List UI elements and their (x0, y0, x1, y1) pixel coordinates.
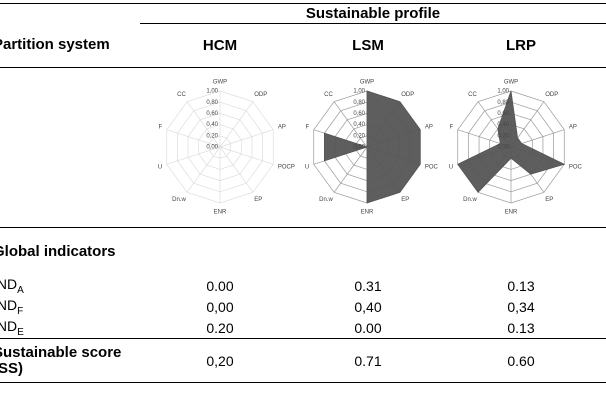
spoke (166, 129, 221, 148)
row-label: INDE (0, 317, 140, 339)
cell: 0,40 (354, 299, 382, 315)
tick-label: 0,20 (353, 133, 365, 139)
axis-label: POC (569, 165, 583, 171)
axis-label: GWP (504, 80, 518, 86)
tick-label: 1,00 (497, 89, 509, 95)
cell: 0,20 (140, 338, 300, 383)
spoke (186, 146, 221, 193)
axis-label: GWP (213, 80, 227, 86)
tick-label: 0,80 (353, 100, 365, 106)
tick-label: 0,40 (353, 122, 365, 128)
spoke (333, 101, 368, 148)
axis-label: ODP (254, 92, 267, 98)
row-label: INDF (0, 297, 140, 318)
axis-label: ENR (361, 210, 374, 216)
tick-label: 0,60 (497, 111, 509, 117)
tick-label: 0,40 (206, 122, 218, 128)
total-label: Sustainable score (SS) (0, 338, 140, 383)
axis-label: F (159, 124, 163, 130)
axis-label: ODP (401, 92, 414, 98)
axis-label: ODP (545, 92, 558, 98)
axis-label: AP (569, 124, 577, 130)
axis-label: F (450, 124, 454, 130)
section-label: Global indicators (0, 242, 116, 260)
axis-label: F (306, 124, 310, 130)
spoke (219, 129, 274, 148)
cell: 0.20 (140, 317, 300, 339)
tick-label: 0,80 (206, 100, 218, 106)
axis-label: CC (177, 92, 186, 98)
row-label-sub: F (17, 305, 24, 317)
tick-label: 0,00 (353, 145, 365, 151)
radar-chart: 0,00 0,20 0,40 0,60 0,80 1,00 GWP ODP AP POC EP ENR… (449, 80, 583, 216)
cell: 0.00 (206, 278, 234, 294)
axis-label: Dn.w (319, 197, 333, 203)
radar-area (323, 90, 421, 204)
axis-label: U (158, 165, 162, 171)
caption: Sustainable profile (140, 3, 606, 24)
axis-label: POCP (278, 165, 295, 171)
spoke (219, 101, 254, 148)
axis-label: AP (278, 124, 286, 130)
cell: 0.71 (300, 338, 436, 383)
cell: 0,00 (206, 299, 234, 315)
axis-label: Dn.w (172, 197, 186, 203)
axis-label: ENR (214, 210, 227, 216)
axis-label: EP (401, 197, 409, 203)
axis-label: CC (468, 92, 477, 98)
cell: 0.13 (507, 278, 535, 294)
radar-area (457, 90, 566, 193)
tick-label: 0,80 (497, 100, 509, 106)
radar-chart: 0,00 0,20 0,40 0,60 0,80 1,00 GWP ODP AP POC EP ENR… (305, 80, 439, 216)
spoke (186, 101, 221, 148)
tick-label: 0,60 (206, 111, 218, 117)
axis-label: Dn.w (463, 197, 477, 203)
tick-label: 0,60 (353, 111, 365, 117)
tick-label: 0,20 (206, 133, 218, 139)
header-cell: Partition system (0, 23, 140, 68)
row-label-text: IND (0, 276, 18, 293)
cell: 0.31 (354, 278, 382, 294)
page: Sustainable profile Partition system HCM… (0, 3, 606, 407)
row-label: INDA (0, 276, 140, 297)
radar-chart: 0,00 0,20 0,40 0,60 0,80 1,00 GWP ODP AP POCP EP EN… (158, 80, 295, 216)
spoke (219, 146, 254, 193)
row-label-text: IND (0, 297, 18, 314)
tick-label: 0,00 (497, 145, 509, 151)
axis-label: U (305, 165, 309, 171)
spoke (219, 146, 274, 165)
tick-label: 1,00 (206, 89, 218, 95)
spoke (166, 146, 221, 165)
row-label-sub: E (17, 326, 24, 338)
header-cell: HCM (140, 23, 300, 68)
axis-label: POC (425, 165, 439, 171)
row-label-sub: A (17, 284, 24, 296)
axis-label: ENR (505, 210, 518, 216)
results-table: Sustainable profile Partition system HCM… (0, 3, 606, 383)
header-cell: LSM (300, 23, 436, 68)
tick-label: 1,00 (353, 89, 365, 95)
axis-label: CC (324, 92, 333, 98)
axis-label: U (449, 165, 453, 171)
axis-label: GWP (360, 80, 374, 86)
row-label-text: IND (0, 317, 18, 334)
cell: 0,34 (507, 299, 535, 315)
cell: 0.13 (436, 317, 606, 339)
axis-label: AP (425, 124, 433, 130)
axis-label: EP (545, 197, 553, 203)
cell: 0.60 (436, 338, 606, 383)
tick-label: 0,40 (497, 122, 509, 128)
header-cell: LRP (436, 23, 606, 68)
tick-label: 0,20 (497, 133, 509, 139)
spoke (333, 146, 368, 193)
tick-label: 0,00 (206, 145, 218, 151)
axis-label: EP (254, 197, 262, 203)
cell: 0.00 (300, 317, 436, 339)
